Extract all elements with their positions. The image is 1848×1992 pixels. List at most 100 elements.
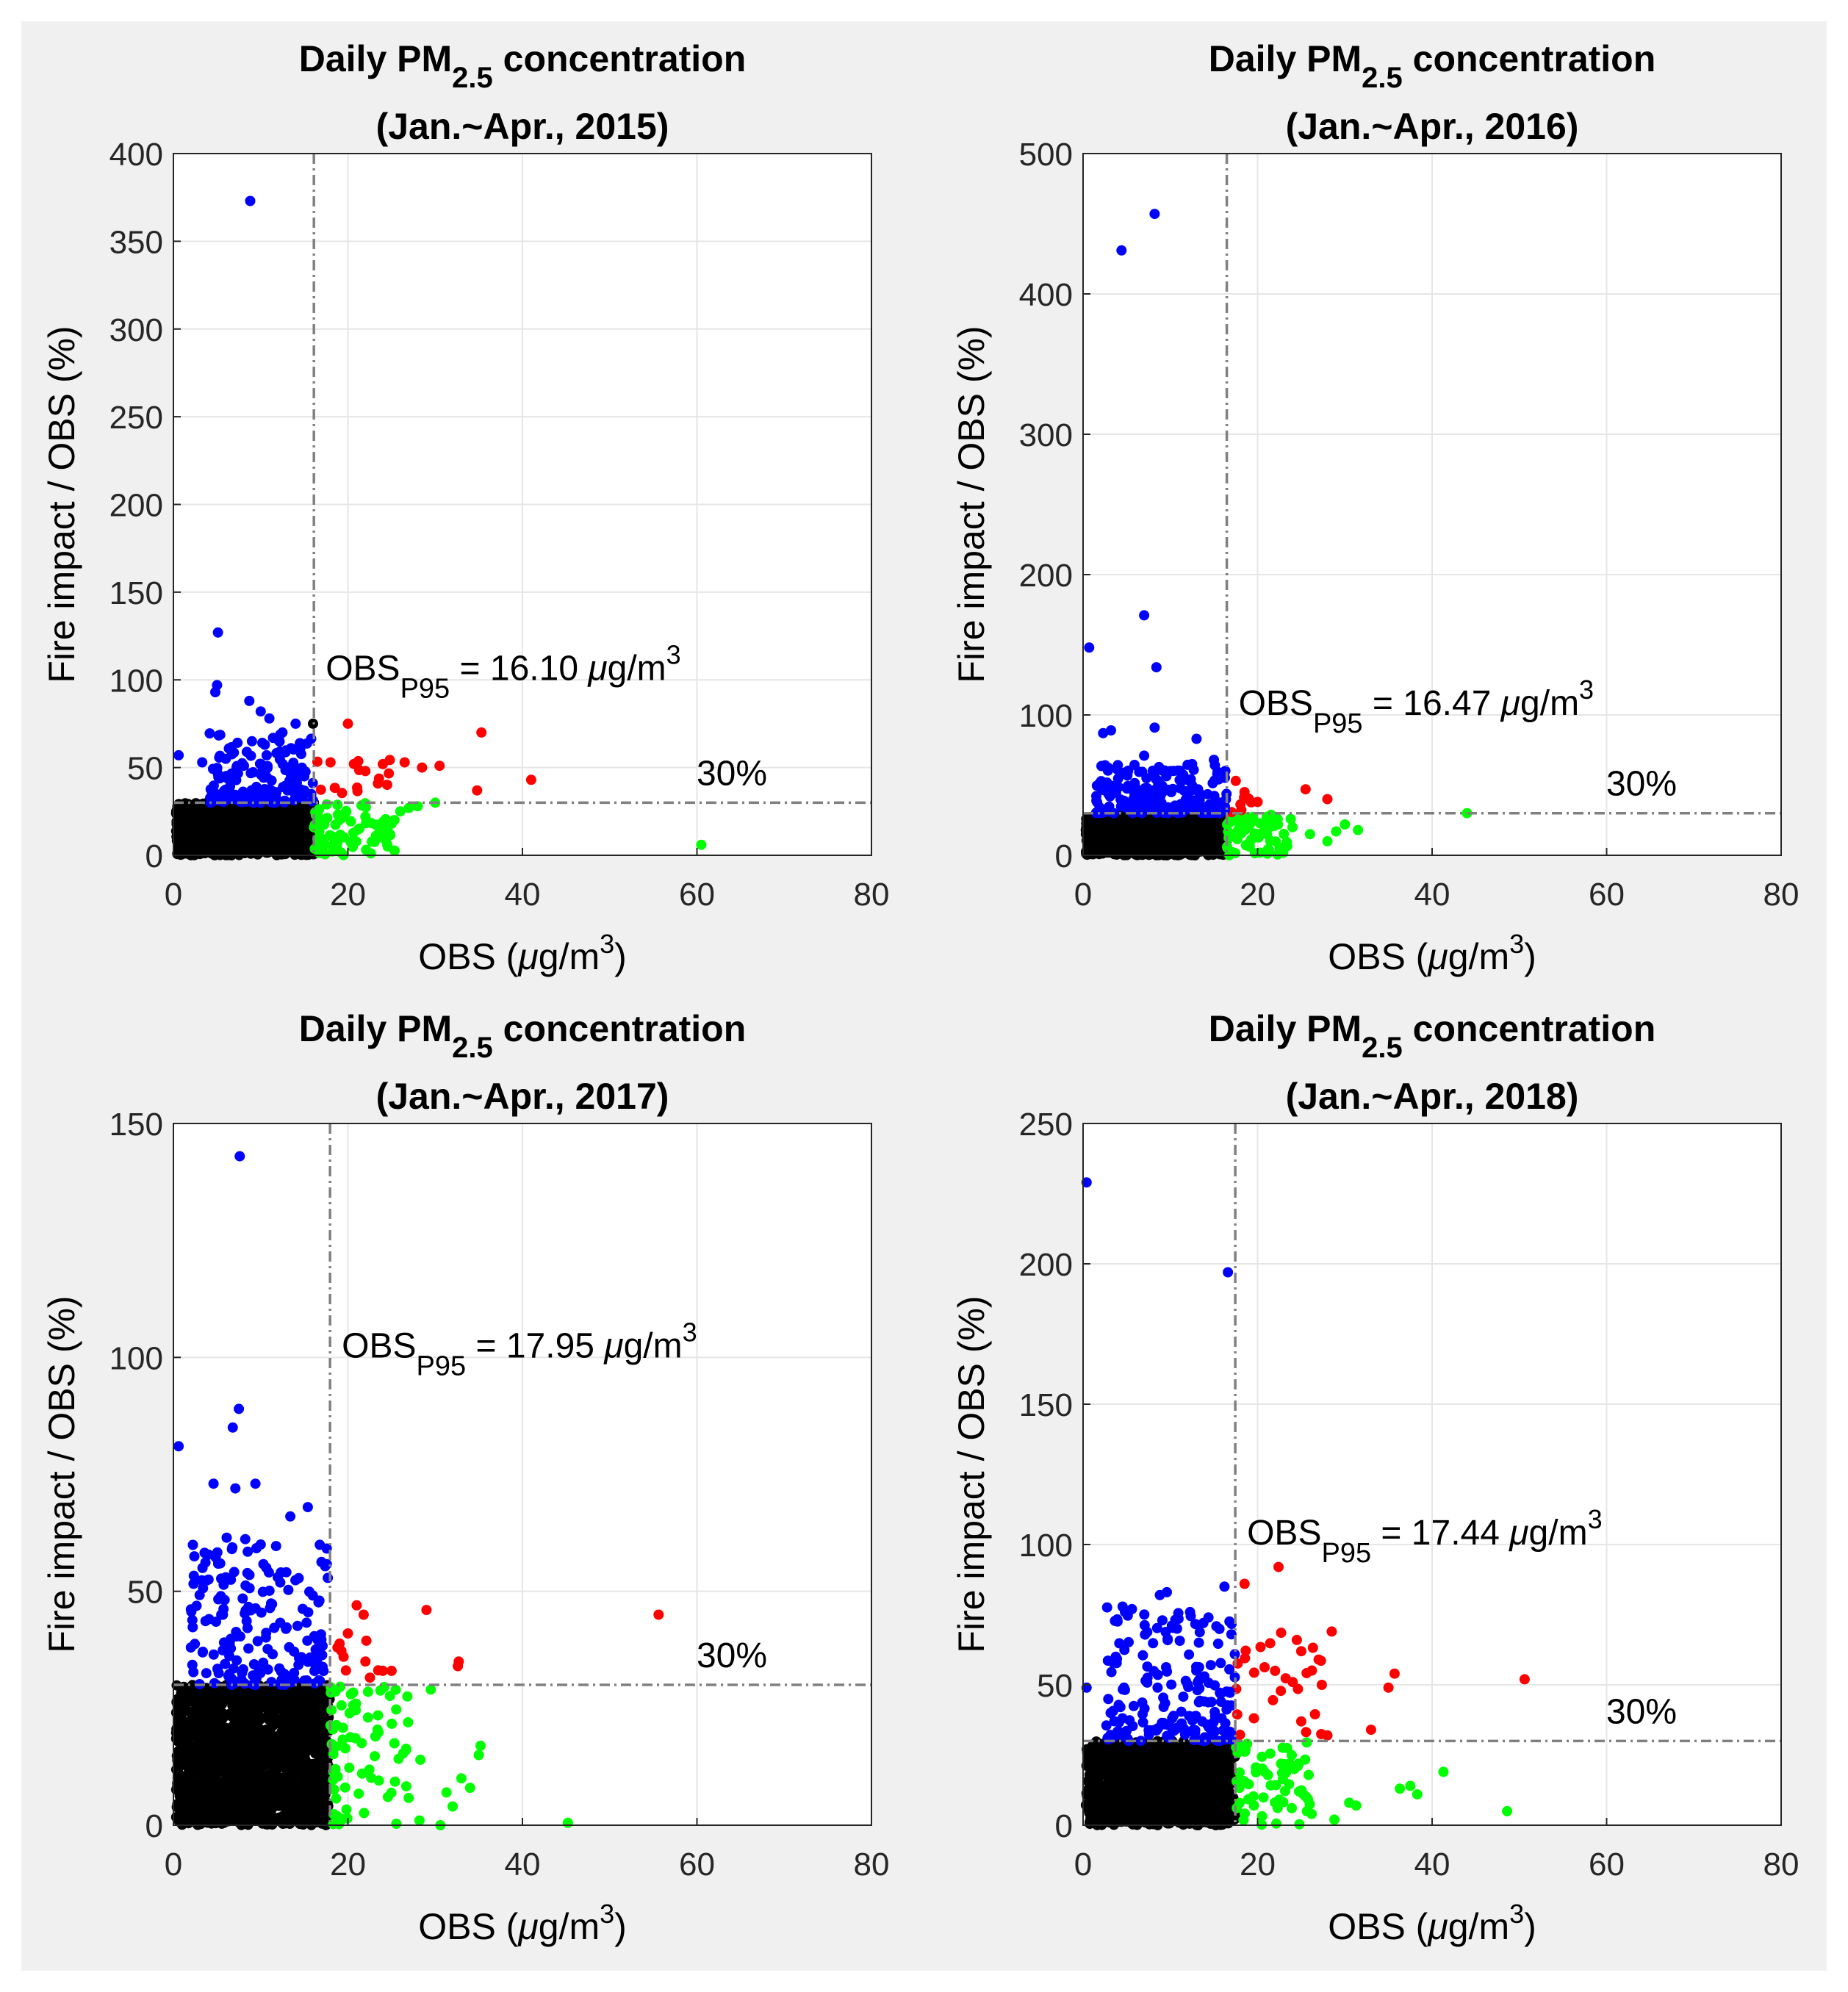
data-point	[403, 1716, 414, 1727]
data-point	[366, 1772, 377, 1783]
data-point	[361, 1635, 372, 1646]
data-point	[1252, 797, 1263, 808]
series-3	[170, 718, 320, 860]
x-axis-label: OBS (μg/m3)	[418, 1899, 627, 1947]
data-point	[214, 1704, 225, 1715]
data-point	[286, 1746, 297, 1757]
data-point	[1243, 794, 1254, 805]
data-point	[198, 1791, 209, 1802]
data-point	[231, 1631, 242, 1642]
x-tick-label: 80	[1763, 877, 1800, 913]
data-point	[207, 1738, 218, 1750]
data-point	[205, 784, 216, 795]
ratio-30-label: 30%	[697, 754, 767, 793]
data-point	[233, 1768, 244, 1778]
data-point	[359, 1808, 370, 1819]
data-point	[373, 773, 384, 784]
data-point	[332, 1642, 343, 1653]
data-point	[259, 766, 270, 777]
data-point	[239, 761, 249, 772]
data-point	[294, 1802, 305, 1813]
data-point	[234, 1403, 245, 1414]
data-point	[251, 840, 262, 851]
data-point	[275, 1617, 286, 1628]
data-point	[389, 1738, 400, 1749]
data-point	[187, 1659, 198, 1670]
data-point	[212, 627, 223, 638]
data-point	[307, 777, 318, 788]
data-point	[1322, 794, 1333, 805]
data-point	[226, 813, 237, 824]
data-point	[1122, 780, 1133, 791]
data-point	[290, 1782, 300, 1793]
x-tick-label: 80	[854, 1847, 890, 1883]
data-point	[316, 1556, 327, 1567]
data-point	[257, 1586, 268, 1597]
data-point	[313, 1675, 324, 1686]
data-point	[215, 1558, 226, 1569]
data-point	[276, 1784, 287, 1795]
data-point	[434, 761, 445, 772]
data-point	[242, 1786, 253, 1797]
data-point	[212, 763, 223, 774]
data-point	[375, 1685, 386, 1696]
data-point	[285, 1511, 296, 1522]
data-point	[473, 1750, 484, 1761]
data-point	[360, 1656, 371, 1667]
data-point	[210, 827, 221, 838]
data-point	[696, 839, 707, 850]
data-point	[373, 1710, 384, 1721]
data-point	[365, 848, 376, 859]
data-point	[332, 836, 343, 847]
data-point	[208, 1478, 219, 1489]
data-point	[350, 1733, 361, 1744]
data-point	[1144, 825, 1155, 836]
data-point	[182, 1717, 193, 1728]
data-point	[232, 768, 243, 779]
x-tick-label: 0	[1074, 877, 1092, 913]
data-point	[1209, 833, 1220, 844]
data-point	[232, 1743, 243, 1754]
data-point	[260, 846, 271, 857]
y-axis-label: Fire impact / OBS (%)	[951, 326, 992, 683]
data-point	[1106, 725, 1116, 736]
data-point	[384, 1691, 395, 1702]
data-point	[476, 727, 487, 738]
chart-subtitle: (Jan.~Apr., 2015)	[376, 106, 669, 147]
data-point	[299, 1675, 310, 1686]
data-point	[301, 1617, 312, 1628]
data-point	[315, 784, 326, 795]
data-point	[316, 1634, 327, 1645]
data-point	[194, 1589, 205, 1600]
y-tick-label: 100	[109, 663, 163, 699]
data-point	[277, 727, 288, 738]
data-point	[1151, 662, 1162, 673]
data-point	[287, 1809, 298, 1820]
data-point	[351, 1600, 362, 1611]
y-tick-label: 300	[1019, 417, 1073, 453]
data-point	[217, 1689, 228, 1700]
data-point	[220, 1658, 231, 1669]
data-point	[233, 1733, 244, 1743]
data-point	[344, 1762, 355, 1773]
data-point	[332, 1771, 343, 1782]
data-point	[313, 1783, 324, 1794]
y-tick-label: 200	[1019, 558, 1073, 594]
data-point	[281, 762, 292, 773]
data-point	[1322, 835, 1333, 846]
data-point	[278, 782, 289, 793]
data-point	[1153, 781, 1164, 792]
data-point	[273, 845, 284, 856]
y-tick-label: 50	[127, 751, 163, 787]
data-point	[336, 1700, 347, 1711]
data-point	[220, 753, 231, 764]
series-0	[173, 1151, 334, 1690]
data-point	[340, 1665, 351, 1676]
data-point	[185, 1604, 196, 1615]
data-point	[402, 1691, 413, 1702]
data-point	[201, 1575, 212, 1586]
data-point	[270, 815, 281, 826]
data-point	[338, 1651, 349, 1662]
data-point	[273, 1718, 284, 1729]
